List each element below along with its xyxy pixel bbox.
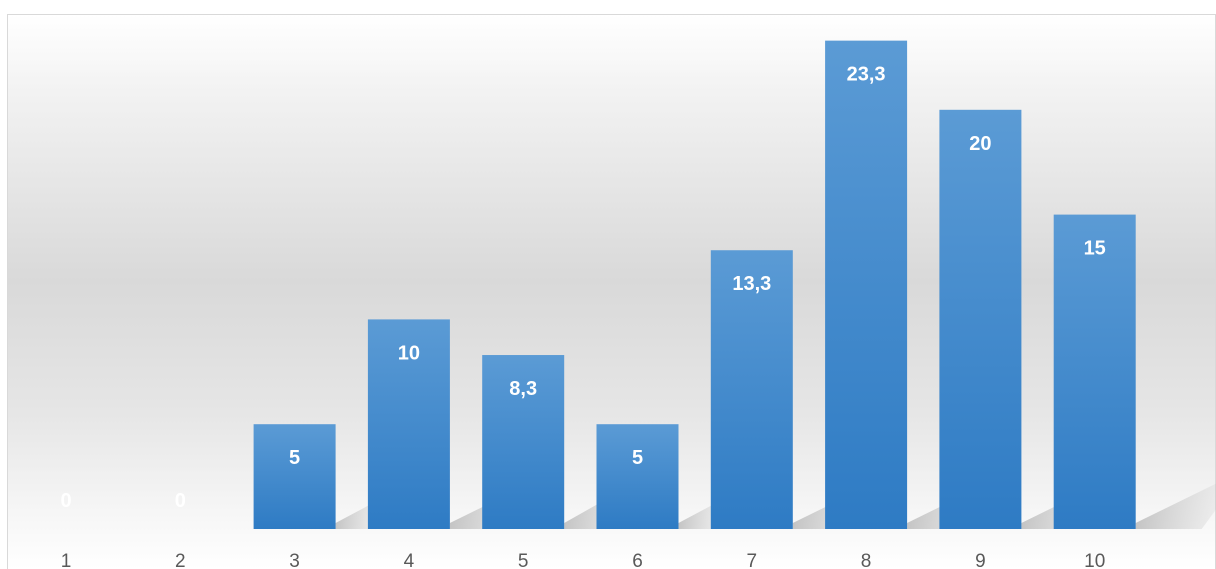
x-tick-label-1: 1 — [61, 551, 72, 569]
data-labels-group: 0 0 5 10 8,3 5 13,3 23,3 20 15 — [60, 64, 1105, 512]
bar-3 — [253, 424, 336, 529]
x-tick-label-10: 10 — [1084, 551, 1105, 569]
x-tick-label-4: 4 — [404, 551, 415, 569]
x-axis-ticks: 1 2 3 4 5 6 7 8 9 10 — [61, 551, 1106, 569]
data-label-7: 13,3 — [732, 273, 771, 295]
bar-9 — [939, 109, 1022, 530]
bar-6 — [596, 424, 679, 529]
x-tick-label-3: 3 — [289, 551, 300, 569]
bar-4 — [367, 319, 450, 529]
data-label-1: 0 — [60, 490, 71, 512]
x-tick-label-5: 5 — [518, 551, 529, 569]
bar-7 — [710, 250, 793, 529]
x-tick-label-2: 2 — [175, 551, 186, 569]
bar-shadow — [1135, 483, 1216, 529]
data-label-2: 0 — [175, 490, 186, 512]
x-tick-label-9: 9 — [975, 551, 986, 569]
data-label-8: 23,3 — [847, 64, 886, 86]
data-label-6: 5 — [632, 447, 643, 469]
bar-8 — [825, 40, 908, 530]
bar-10 — [1053, 214, 1136, 529]
data-label-3: 5 — [289, 447, 300, 469]
data-label-5: 8,3 — [509, 378, 537, 400]
bar-5 — [482, 355, 565, 529]
data-label-4: 10 — [398, 342, 420, 364]
data-label-9: 20 — [969, 133, 991, 155]
bars-group — [253, 40, 1136, 530]
data-label-10: 15 — [1084, 238, 1106, 260]
x-tick-label-8: 8 — [861, 551, 872, 569]
x-tick-label-6: 6 — [632, 551, 643, 569]
x-tick-label-7: 7 — [747, 551, 758, 569]
